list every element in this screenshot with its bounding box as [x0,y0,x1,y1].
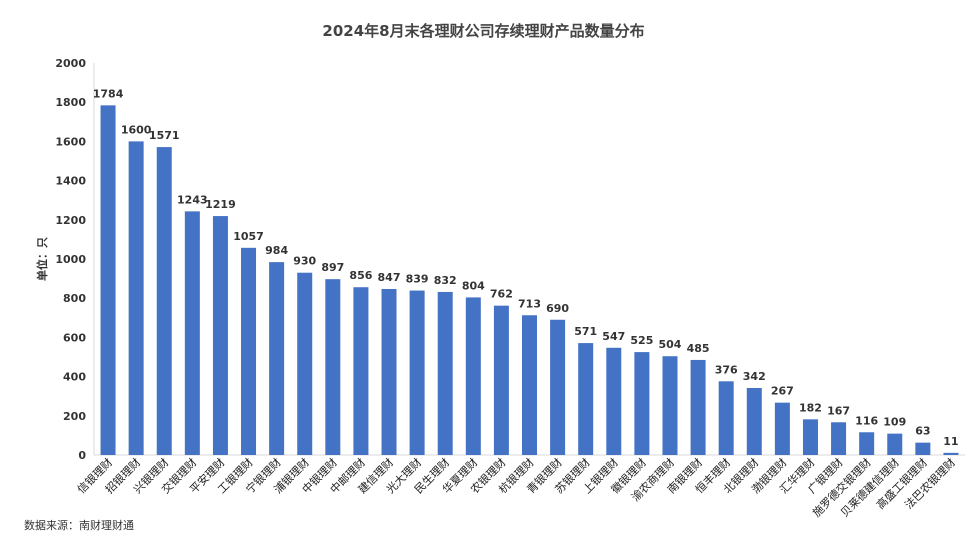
data-label: 167 [827,404,850,417]
bar [184,211,200,455]
y-tick-label: 800 [63,292,86,305]
bar [662,356,678,455]
bar [128,141,144,455]
y-tick-label: 200 [63,410,86,423]
data-label: 930 [293,255,316,268]
data-label: 267 [771,385,794,398]
data-label: 525 [630,334,653,347]
data-label: 804 [462,279,485,292]
data-label: 1571 [149,129,180,142]
bar [353,287,369,455]
source-note: 数据来源：南财理财通 [24,519,134,532]
y-axis-label: 单位：只 [35,237,49,281]
data-label: 485 [687,342,710,355]
bar [802,419,818,455]
bar [269,262,285,455]
data-label: 504 [658,338,681,351]
y-tick-label: 1000 [55,253,86,266]
bar [690,359,706,455]
data-label: 856 [349,269,372,282]
bar [493,305,509,455]
data-label: 690 [546,302,569,315]
bar [746,387,762,455]
y-tick-label: 1800 [55,96,86,109]
x-tick-layer: 信银理财招银理财兴银理财交银理财平安理财工银理财宁银理财浦银理财中银理财中邮理财… [74,455,958,519]
data-label: 571 [574,325,597,338]
bar [943,452,959,455]
bar [718,381,734,455]
bar [156,147,172,456]
bar [915,442,931,455]
data-label: 109 [883,416,906,429]
bar [522,315,537,455]
data-label: 1057 [233,230,264,243]
bar [859,432,875,455]
bar [437,291,453,455]
data-label: 547 [602,330,625,343]
data-label: 1243 [177,193,208,206]
data-label: 1219 [205,198,236,211]
data-label: 832 [434,274,457,287]
bar [100,105,116,455]
y-tick-label: 600 [63,331,86,344]
bar [634,352,650,455]
data-label: 1784 [93,87,124,100]
chart-title: 2024年8月末各理财公司存续理财产品数量分布 [322,22,645,40]
data-label: 762 [490,288,513,301]
data-label: 11 [943,435,958,448]
y-tick-label: 400 [63,371,86,384]
bar [550,319,566,455]
data-label: 182 [799,401,822,414]
data-label: 1600 [121,123,152,136]
bar [606,347,622,455]
data-label: 342 [743,370,766,383]
bar [381,288,397,455]
data-label: 839 [406,273,429,286]
data-label: 116 [855,414,878,427]
bar [831,422,847,455]
y-tick-label: 1600 [55,135,86,148]
bar [774,402,790,455]
y-tick-label: 1200 [55,214,86,227]
data-label: 63 [915,425,930,438]
bar [297,272,313,455]
bar [212,216,228,455]
bar [325,279,341,455]
y-tick-label: 0 [78,449,86,462]
data-label: 897 [321,261,344,274]
bar [241,247,257,455]
data-label: 984 [265,244,288,257]
y-tick-label: 1400 [55,175,86,188]
data-label: 847 [378,271,401,284]
bar [887,433,903,455]
bar-layer [100,105,959,456]
data-label: 713 [518,297,541,310]
bar [465,297,481,455]
data-label: 376 [715,363,738,376]
bar [578,343,594,455]
bar [409,290,425,455]
y-tick-label: 2000 [55,57,86,70]
